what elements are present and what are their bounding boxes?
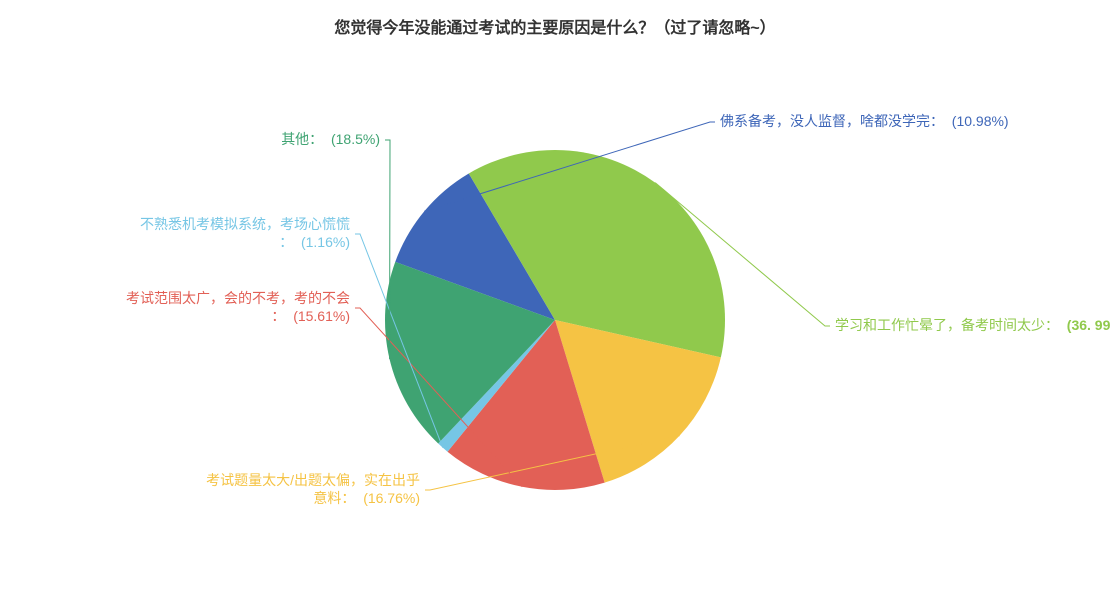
slice-label-other: 其他： (18.5%) [281,130,380,148]
slice-percent-other: (18.5%) [331,131,380,147]
slice-label-casual: 佛系备考，没人监督，啥都没学完： (10.98%) [720,112,1009,130]
slice-label-busy: 学习和工作忙晕了，备考时间太少： (36. 99%) [835,316,1110,334]
slice-percent-busy: (36. 99%) [1067,317,1110,333]
slice-label-system: 不熟悉机考模拟系统，考场心慌慌： (1.16%) [140,215,350,251]
slice-percent-volume: (16.76%) [363,490,420,506]
slice-percent-casual: (10.98%) [952,113,1009,129]
pie-chart-container: 您觉得今年没能通过考试的主要原因是什么？（过了请忽略~） 佛系备考，没人监督，啥… [0,0,1110,600]
slice-percent-system: (1.16%) [301,234,350,250]
slice-label-scope: 考试范围太广，会的不考，考的不会： (15.61%) [126,289,350,325]
slice-label-volume: 考试题量太大/出题太偏，实在出乎意料： (16.76%) [206,471,420,507]
slice-percent-scope: (15.61%) [293,308,350,324]
